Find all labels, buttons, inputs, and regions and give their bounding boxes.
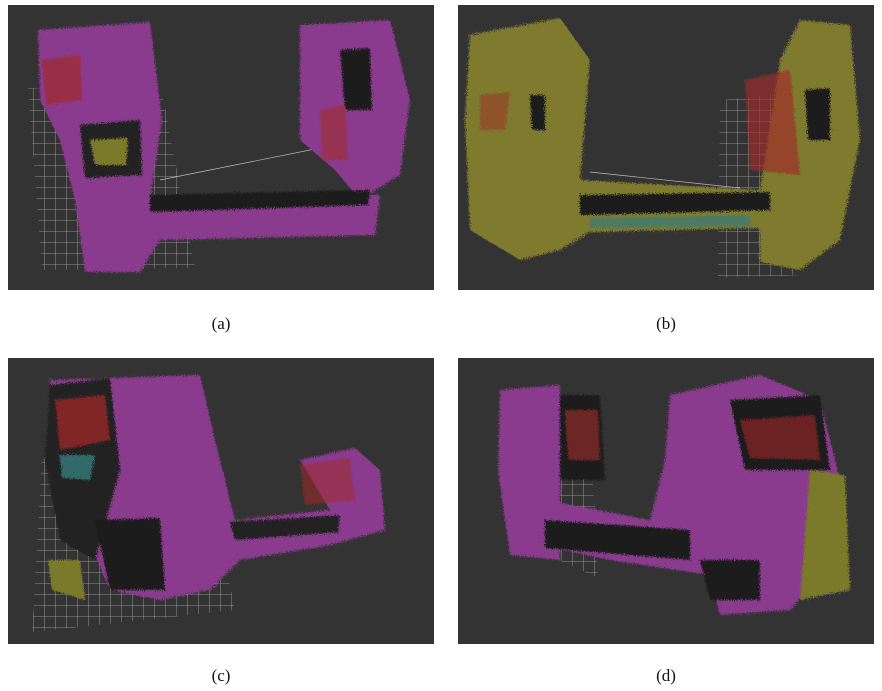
caption: (b) <box>656 314 676 333</box>
caption: (c) <box>212 666 231 685</box>
panel-a <box>8 5 434 290</box>
figure: (a) (b) (c) (d) <box>0 0 882 691</box>
panel-b <box>458 5 874 290</box>
caption: (a) <box>212 314 231 333</box>
caption: (d) <box>656 666 676 685</box>
panel-d <box>458 358 874 644</box>
panel-c <box>8 358 434 644</box>
